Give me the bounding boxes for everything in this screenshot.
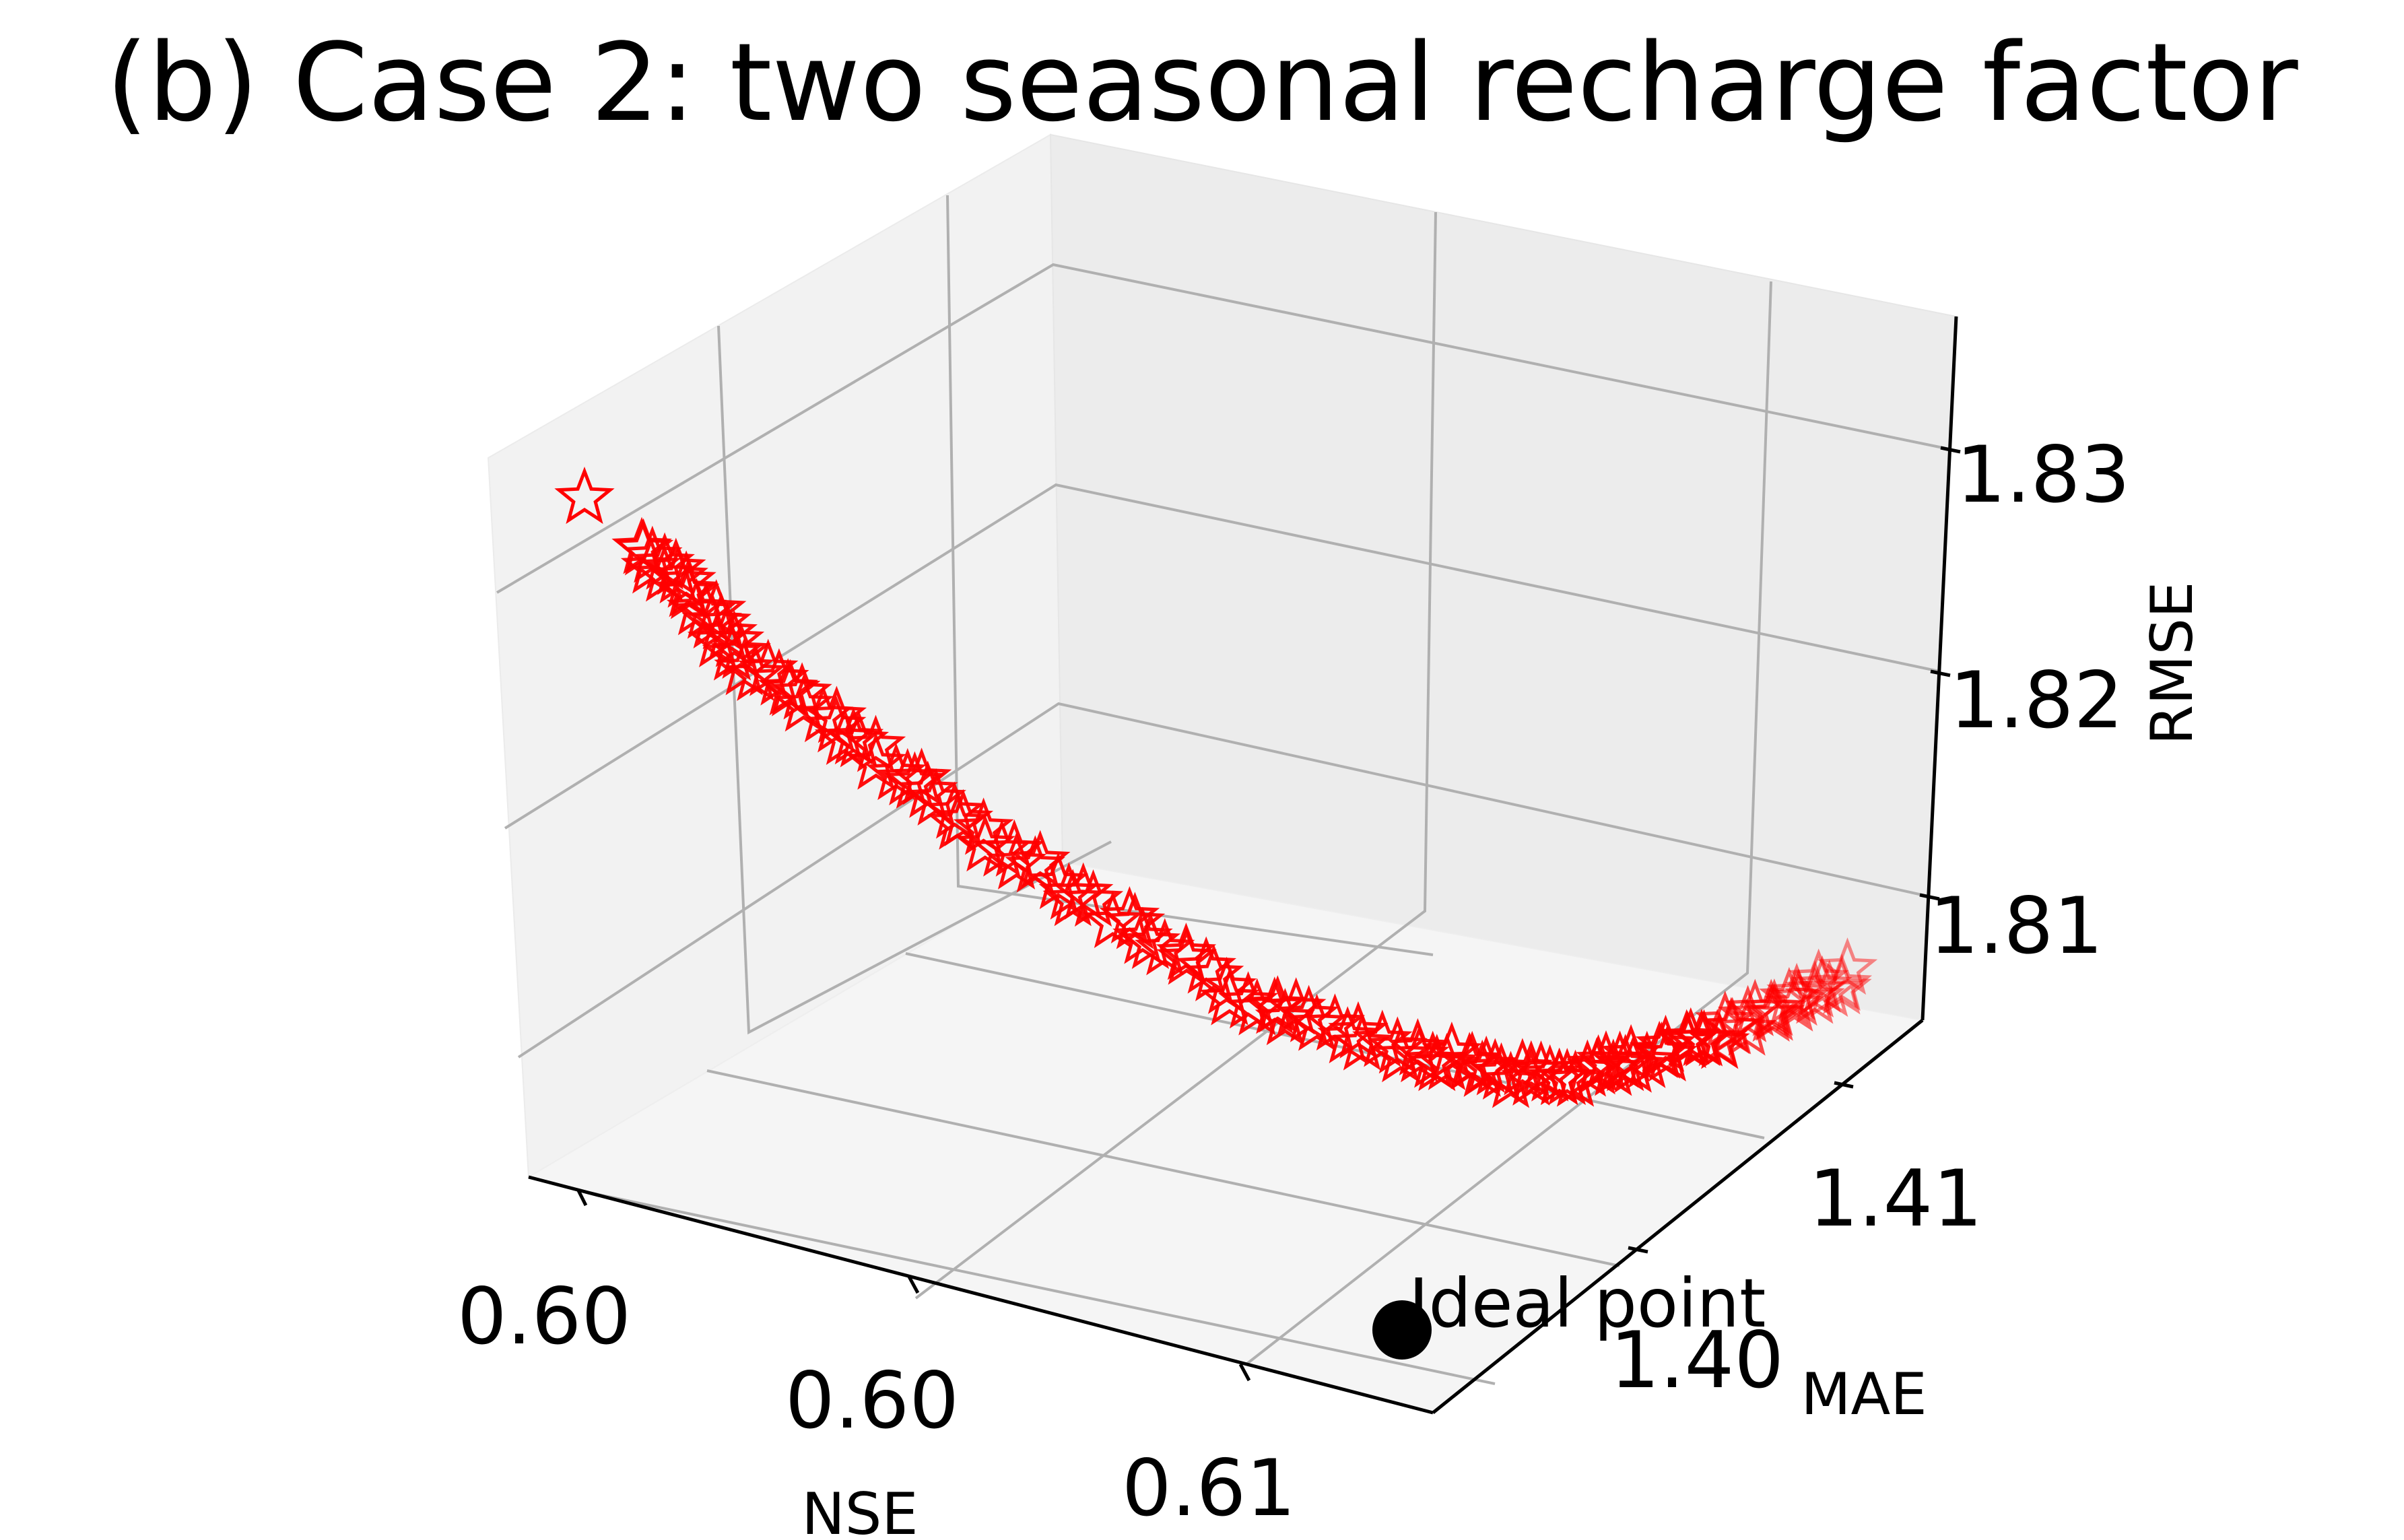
z-axis-line — [1921, 316, 1958, 1021]
y-tick-mark — [1628, 1246, 1648, 1254]
tick-labels: 0.60 0.60 0.61 1.40 1.41 1.81 1.82 1.83 — [457, 430, 2130, 1534]
star-marker — [1370, 1025, 1431, 1083]
star-marker — [656, 550, 716, 608]
x-tick-mark — [907, 1275, 920, 1294]
star-marker — [986, 832, 1047, 890]
star-marker — [1028, 852, 1089, 910]
x-axis-line — [528, 1175, 1434, 1415]
grid-line — [517, 702, 1932, 1059]
x-axis-label: NSE — [801, 1481, 918, 1540]
y-axis-label: MAE — [1801, 1361, 1927, 1428]
z-tick-mark — [1940, 446, 1961, 454]
grid-line — [1246, 281, 1772, 1365]
ideal-point-marker — [1372, 1300, 1432, 1360]
star-marker — [772, 662, 832, 720]
star-marker — [1286, 993, 1347, 1051]
axis-lines — [528, 316, 1961, 1415]
star-marker — [1811, 953, 1873, 1011]
z-tick-label: 1.83 — [1956, 430, 2130, 521]
z-tick-label: 1.81 — [1929, 881, 2103, 972]
star-marker — [1183, 943, 1244, 1001]
star-marker — [648, 545, 708, 604]
grid-line — [717, 325, 1112, 1035]
star-marker — [955, 814, 1015, 872]
star-marker — [691, 592, 752, 650]
star-marker — [845, 714, 906, 772]
star-marker — [933, 789, 994, 846]
chart-title: (b) Case 2: two seasonal recharge factor — [106, 20, 2298, 145]
star-marker — [1082, 890, 1143, 948]
z-tick-mark — [1930, 669, 1951, 677]
y-tick-mark — [1834, 1081, 1854, 1089]
star-marker — [1811, 957, 1872, 1015]
star-marker — [1156, 927, 1217, 985]
grid-line — [496, 263, 1950, 594]
star-marker — [1255, 988, 1316, 1046]
star-marker — [1217, 971, 1279, 1029]
star-marker — [710, 621, 771, 679]
star-marker — [749, 648, 809, 706]
ideal-point-label: Ideal point — [1409, 1264, 1766, 1343]
star-marker — [1789, 948, 1849, 1006]
star-marker — [1766, 962, 1827, 1021]
star-marker — [1764, 974, 1825, 1032]
star-marker — [1637, 1024, 1698, 1081]
grid-line — [914, 211, 1437, 1300]
axis-panes — [487, 133, 1958, 1414]
z-tick-mark — [1919, 893, 1940, 901]
grid-line — [946, 195, 1434, 956]
grid-line — [706, 1069, 1620, 1267]
grid-lines — [496, 195, 1950, 1385]
x-tick-label: 0.61 — [1122, 1443, 1296, 1534]
star-marker — [1010, 830, 1071, 888]
star-marker — [1278, 984, 1339, 1042]
x-tick-mark — [576, 1188, 588, 1207]
x-tick-label: 0.60 — [457, 1271, 631, 1362]
y-tick-label: 1.40 — [1610, 1315, 1784, 1406]
star-marker — [773, 674, 834, 732]
star-marker — [1817, 937, 1878, 995]
y-tick-label: 1.41 — [1809, 1153, 1982, 1244]
star-marker — [1716, 998, 1777, 1056]
z-tick-label: 1.82 — [1949, 655, 2123, 746]
star-marker — [924, 781, 985, 839]
z-axis-label: RMSE — [2139, 582, 2206, 745]
star-marker — [846, 732, 906, 790]
star-marker — [1247, 975, 1308, 1033]
star-marker — [554, 466, 615, 525]
star-series — [554, 466, 1878, 1108]
star-marker — [828, 710, 890, 768]
grid-line — [504, 483, 1940, 830]
x-tick-mark — [1238, 1363, 1251, 1382]
star-marker — [1331, 1013, 1393, 1071]
star-marker — [704, 609, 765, 667]
star-marker — [1199, 968, 1260, 1026]
x-tick-label: 0.60 — [785, 1355, 959, 1446]
star-marker — [1799, 960, 1860, 1017]
grid-line — [585, 1191, 1496, 1385]
